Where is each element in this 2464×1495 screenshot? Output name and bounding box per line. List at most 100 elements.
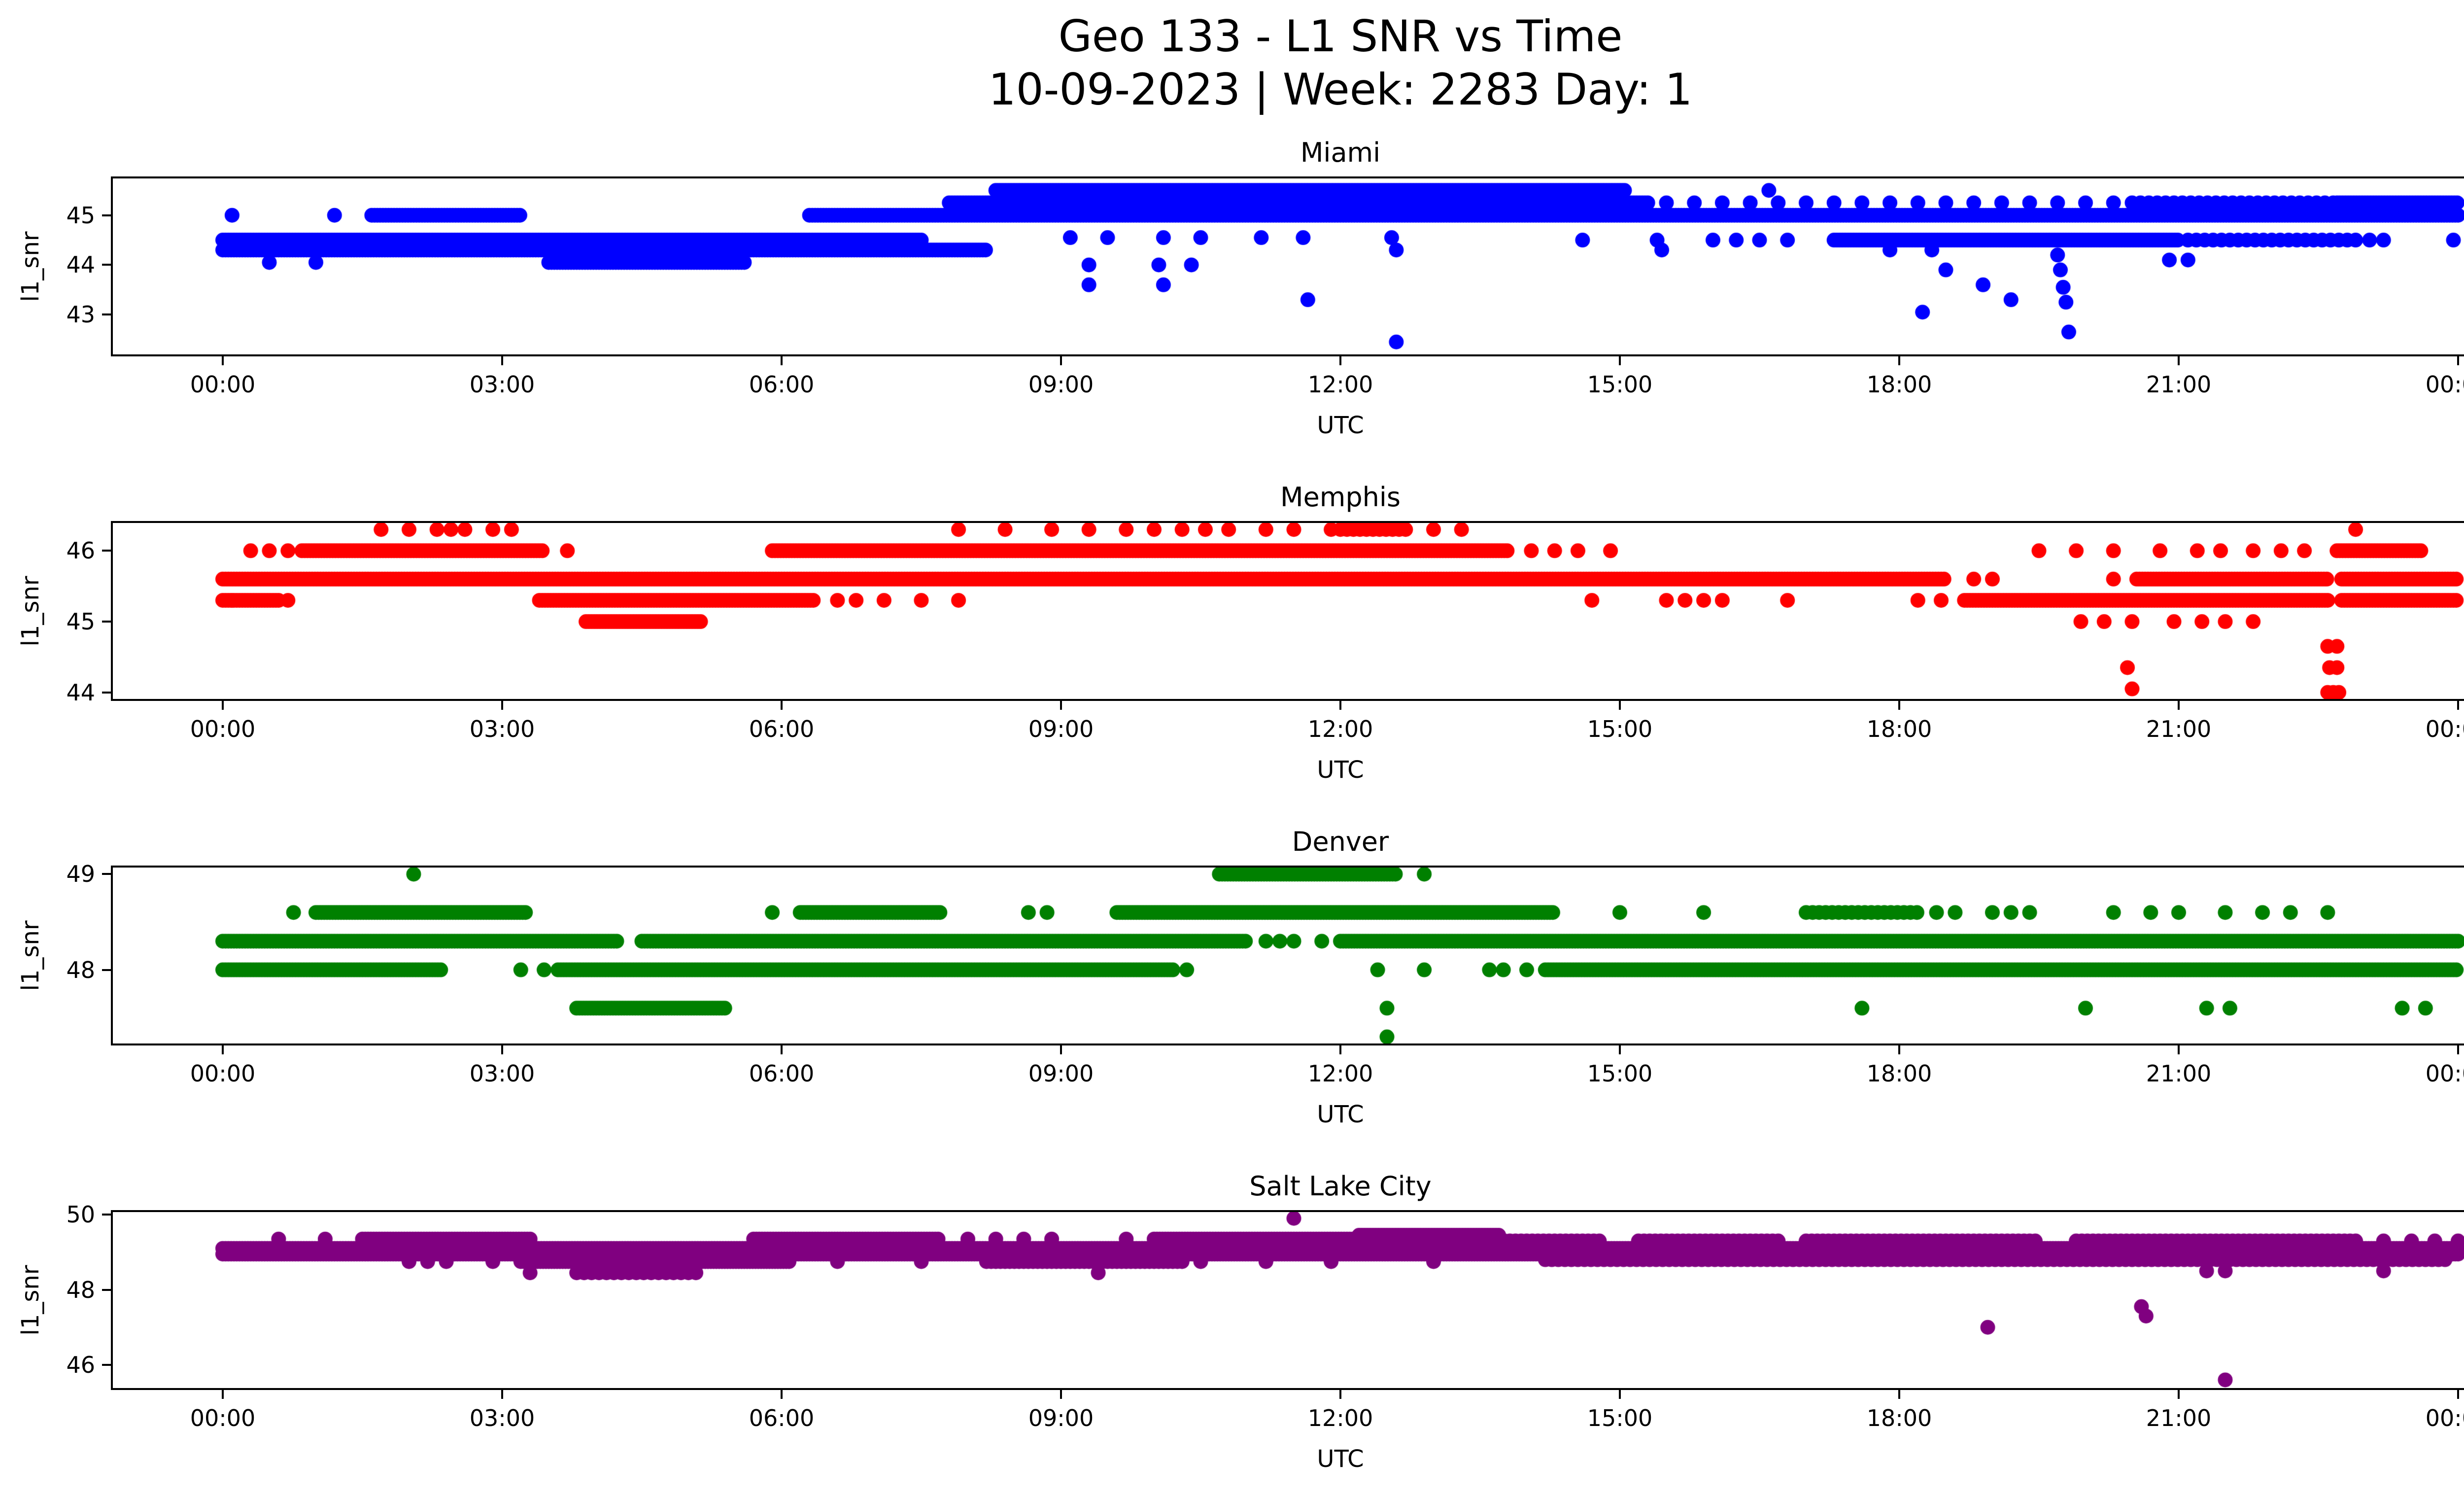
xtick-mark-memphis-7 — [2178, 701, 2180, 710]
xtick-mark-denver-7 — [2178, 1045, 2180, 1054]
ytick-label-salt-lake-city-50: 50 — [66, 1201, 95, 1228]
xtick-mark-miami-2 — [781, 356, 783, 365]
xtick-mark-miami-4 — [1339, 356, 1341, 365]
xtick-label-denver-5: 15:00 — [1587, 1060, 1653, 1087]
xtick-label-memphis-7: 21:00 — [2146, 716, 2212, 742]
yaxis-label-denver: l1_snr — [17, 920, 44, 991]
ytick-label-denver-48: 48 — [66, 956, 95, 983]
xtick-mark-salt-lake-city-5 — [1619, 1390, 1621, 1399]
xtick-mark-salt-lake-city-3 — [1060, 1390, 1062, 1399]
ytick-label-memphis-45: 45 — [66, 608, 95, 635]
xtick-label-salt-lake-city-8: 00:00 — [2425, 1405, 2464, 1431]
ytick-label-miami-43: 43 — [66, 301, 95, 328]
xtick-label-miami-2: 06:00 — [749, 371, 815, 398]
scatter-canvas-miami — [113, 178, 2464, 354]
xtick-mark-denver-3 — [1060, 1045, 1062, 1054]
xtick-mark-memphis-8 — [2457, 701, 2459, 710]
xtick-mark-salt-lake-city-2 — [781, 1390, 783, 1399]
scatter-canvas-salt-lake-city — [113, 1212, 2464, 1388]
xaxis-label-miami: UTC — [1317, 412, 1364, 439]
xtick-mark-miami-0 — [222, 356, 224, 365]
ytick-mark-miami-44 — [102, 264, 111, 266]
xtick-label-denver-8: 00:00 — [2425, 1060, 2464, 1087]
xtick-mark-memphis-0 — [222, 701, 224, 710]
xtick-mark-memphis-6 — [1898, 701, 1900, 710]
subplot-title-denver: Denver — [1292, 826, 1389, 857]
plot-area-memphis — [111, 521, 2464, 701]
ytick-mark-memphis-45 — [102, 621, 111, 623]
xtick-mark-salt-lake-city-8 — [2457, 1390, 2459, 1399]
ytick-label-salt-lake-city-46: 46 — [66, 1351, 95, 1378]
xtick-mark-salt-lake-city-1 — [501, 1390, 503, 1399]
xtick-mark-salt-lake-city-7 — [2178, 1390, 2180, 1399]
xtick-label-miami-1: 03:00 — [469, 371, 535, 398]
ytick-mark-miami-43 — [102, 313, 111, 316]
ytick-label-salt-lake-city-48: 48 — [66, 1276, 95, 1303]
ytick-label-memphis-46: 46 — [66, 537, 95, 564]
figure-title-line1: Geo 133 - L1 SNR vs Time — [1058, 11, 1623, 62]
xtick-mark-denver-1 — [501, 1045, 503, 1054]
xtick-label-denver-3: 09:00 — [1028, 1060, 1094, 1087]
yaxis-label-memphis: l1_snr — [17, 575, 44, 647]
ytick-mark-memphis-44 — [102, 691, 111, 694]
xtick-label-memphis-4: 12:00 — [1307, 716, 1373, 742]
xtick-mark-denver-6 — [1898, 1045, 1900, 1054]
xtick-label-memphis-1: 03:00 — [469, 716, 535, 742]
xtick-mark-miami-5 — [1619, 356, 1621, 365]
xtick-mark-denver-5 — [1619, 1045, 1621, 1054]
ytick-label-miami-44: 44 — [66, 251, 95, 278]
xtick-label-denver-7: 21:00 — [2146, 1060, 2212, 1087]
ytick-label-miami-45: 45 — [66, 202, 95, 229]
yaxis-label-salt-lake-city: l1_snr — [17, 1264, 44, 1336]
xtick-mark-memphis-1 — [501, 701, 503, 710]
xtick-label-memphis-0: 00:00 — [190, 716, 256, 742]
ytick-mark-denver-49 — [102, 873, 111, 875]
xtick-label-miami-4: 12:00 — [1307, 371, 1373, 398]
ytick-mark-salt-lake-city-46 — [102, 1363, 111, 1366]
xtick-label-memphis-3: 09:00 — [1028, 716, 1094, 742]
xtick-label-memphis-8: 00:00 — [2425, 716, 2464, 742]
xtick-mark-denver-0 — [222, 1045, 224, 1054]
ytick-mark-miami-45 — [102, 214, 111, 216]
xtick-mark-denver-2 — [781, 1045, 783, 1054]
xtick-label-salt-lake-city-4: 12:00 — [1307, 1405, 1373, 1431]
xtick-mark-miami-7 — [2178, 356, 2180, 365]
xtick-label-denver-2: 06:00 — [749, 1060, 815, 1087]
xtick-label-miami-8: 00:00 — [2425, 371, 2464, 398]
subplot-title-miami: Miami — [1300, 137, 1381, 168]
figure-title-line2: 10-09-2023 | Week: 2283 Day: 1 — [988, 64, 1693, 115]
xtick-label-denver-0: 00:00 — [190, 1060, 256, 1087]
subplot-title-salt-lake-city: Salt Lake City — [1249, 1171, 1432, 1202]
xtick-mark-miami-6 — [1898, 356, 1900, 365]
xtick-label-miami-3: 09:00 — [1028, 371, 1094, 398]
xtick-label-memphis-2: 06:00 — [749, 716, 815, 742]
xtick-mark-miami-8 — [2457, 356, 2459, 365]
scatter-canvas-memphis — [113, 523, 2464, 699]
xtick-mark-memphis-5 — [1619, 701, 1621, 710]
xtick-mark-salt-lake-city-4 — [1339, 1390, 1341, 1399]
xtick-mark-salt-lake-city-0 — [222, 1390, 224, 1399]
xtick-label-miami-5: 15:00 — [1587, 371, 1653, 398]
yaxis-label-miami: l1_snr — [17, 231, 44, 302]
xtick-mark-denver-8 — [2457, 1045, 2459, 1054]
xtick-mark-denver-4 — [1339, 1045, 1341, 1054]
xaxis-label-denver: UTC — [1317, 1101, 1364, 1128]
xtick-label-miami-7: 21:00 — [2146, 371, 2212, 398]
ytick-mark-salt-lake-city-50 — [102, 1214, 111, 1216]
xtick-mark-memphis-3 — [1060, 701, 1062, 710]
xtick-label-memphis-5: 15:00 — [1587, 716, 1653, 742]
ytick-mark-memphis-46 — [102, 550, 111, 552]
xtick-label-denver-6: 18:00 — [1866, 1060, 1932, 1087]
xtick-label-denver-4: 12:00 — [1307, 1060, 1373, 1087]
xtick-label-salt-lake-city-7: 21:00 — [2146, 1405, 2212, 1431]
xtick-label-miami-0: 00:00 — [190, 371, 256, 398]
xtick-mark-memphis-4 — [1339, 701, 1341, 710]
xtick-mark-memphis-2 — [781, 701, 783, 710]
plot-area-miami — [111, 176, 2464, 356]
ytick-mark-salt-lake-city-48 — [102, 1288, 111, 1291]
plot-area-denver — [111, 866, 2464, 1045]
ytick-mark-denver-48 — [102, 969, 111, 971]
xtick-mark-salt-lake-city-6 — [1898, 1390, 1900, 1399]
xtick-label-salt-lake-city-0: 00:00 — [190, 1405, 256, 1431]
